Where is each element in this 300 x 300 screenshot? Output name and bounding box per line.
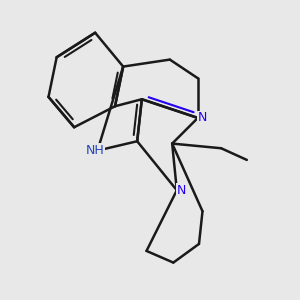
Text: N: N (198, 111, 207, 124)
Text: N: N (177, 184, 186, 197)
Text: NH: NH (86, 144, 104, 157)
